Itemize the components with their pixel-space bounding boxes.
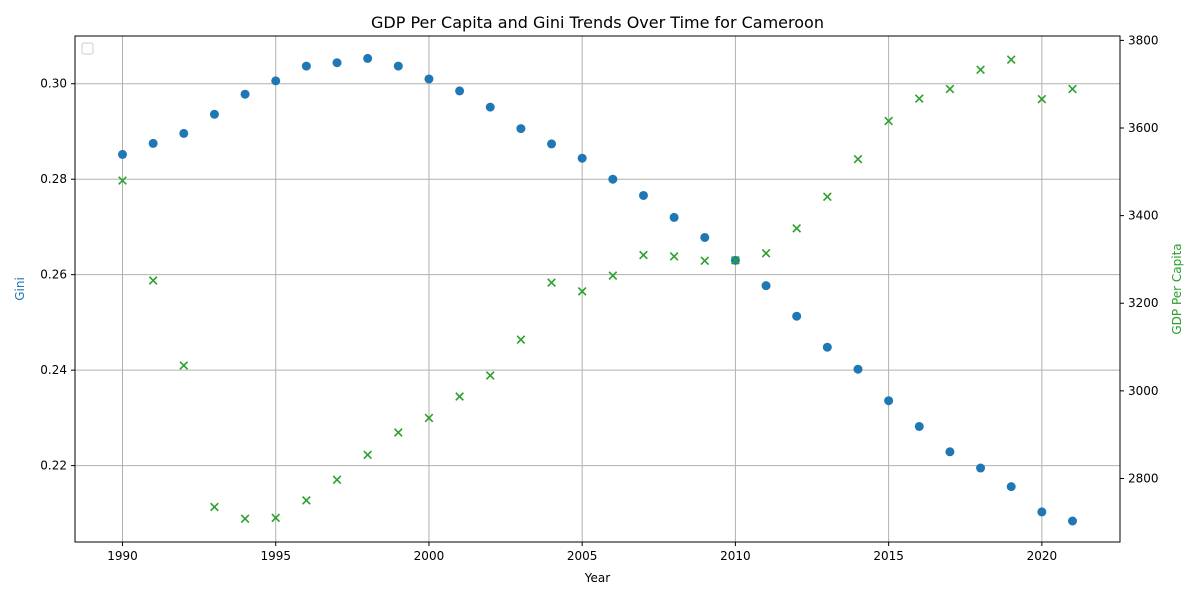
y-right-tick-label: 3800 bbox=[1128, 33, 1159, 47]
y-axis-left-label: Gini bbox=[13, 277, 27, 301]
gdp-point bbox=[853, 154, 863, 164]
gdp-point bbox=[976, 65, 985, 75]
gdp-point bbox=[914, 94, 924, 104]
gini-point bbox=[669, 212, 679, 222]
gini-point bbox=[577, 153, 587, 163]
x-tick-label: 2000 bbox=[414, 549, 445, 563]
gini-point bbox=[792, 311, 802, 321]
gini-point bbox=[976, 463, 986, 473]
gini-point bbox=[332, 58, 342, 68]
gdp-point bbox=[332, 475, 342, 485]
gini-point bbox=[271, 76, 281, 86]
y-right-tick-label: 2800 bbox=[1128, 471, 1159, 485]
y-left-tick-label: 0.26 bbox=[40, 268, 67, 282]
gdp-point bbox=[731, 255, 740, 265]
gini-point bbox=[485, 102, 495, 112]
gdp-point bbox=[792, 223, 802, 233]
y-right-tick-label: 3000 bbox=[1128, 384, 1159, 398]
y-right-tick-label: 3600 bbox=[1128, 121, 1159, 135]
y-left-tick-label: 0.28 bbox=[40, 172, 67, 186]
gini-point bbox=[822, 342, 832, 352]
gini-point bbox=[118, 149, 127, 159]
x-tick-label: 2005 bbox=[567, 549, 598, 563]
gdp-point bbox=[822, 192, 832, 202]
gdp-point bbox=[669, 251, 679, 261]
x-tick-label: 2015 bbox=[873, 549, 904, 563]
gini-point bbox=[884, 396, 894, 406]
gdp-point bbox=[639, 250, 648, 260]
gdp-point bbox=[700, 256, 710, 266]
x-tick-label: 2020 bbox=[1027, 549, 1058, 563]
gini-point bbox=[516, 124, 526, 134]
gdp-point bbox=[1068, 84, 1077, 94]
gini-point bbox=[914, 421, 924, 431]
gdp-point bbox=[118, 176, 127, 185]
y-left-tick-label: 0.24 bbox=[40, 363, 67, 377]
gdp-point bbox=[271, 513, 281, 523]
gdp-point bbox=[485, 371, 495, 380]
gdp-point bbox=[608, 271, 618, 281]
gini-point bbox=[1068, 516, 1077, 526]
x-tick-label: 1995 bbox=[260, 549, 291, 563]
plot-frame bbox=[74, 35, 1121, 543]
gdp-point bbox=[884, 116, 893, 126]
gdp-point bbox=[393, 428, 403, 437]
y-axis-right-label: GDP Per Capita bbox=[1170, 243, 1184, 334]
gini-point bbox=[1006, 482, 1016, 492]
x-axis-label: Year bbox=[584, 571, 610, 585]
y-left-tick-label: 0.30 bbox=[40, 77, 67, 91]
gdp-point bbox=[424, 413, 434, 423]
gdp-point bbox=[761, 248, 771, 258]
gini-point bbox=[547, 139, 557, 149]
gdp-point bbox=[577, 287, 587, 296]
gdp-point bbox=[148, 276, 158, 285]
legend-box bbox=[81, 42, 94, 55]
y-right-tick-label: 3400 bbox=[1128, 209, 1159, 223]
gdp-point bbox=[1037, 94, 1047, 104]
x-tick-label: 2010 bbox=[720, 549, 751, 563]
gini-point bbox=[393, 61, 403, 71]
gini-point bbox=[148, 138, 158, 148]
gini-point bbox=[424, 74, 434, 84]
gini-point bbox=[853, 364, 863, 374]
gdp-point bbox=[240, 514, 250, 524]
gdp-point bbox=[1006, 55, 1016, 65]
gini-point bbox=[209, 109, 219, 119]
gini-point bbox=[363, 53, 373, 63]
x-tick-label: 1990 bbox=[107, 549, 138, 563]
gdp-point bbox=[516, 335, 526, 344]
gdp-point bbox=[363, 450, 373, 460]
gini-point bbox=[301, 61, 311, 71]
y-left-tick-label: 0.22 bbox=[40, 459, 67, 473]
gini-point bbox=[179, 128, 189, 138]
gini-point bbox=[455, 86, 465, 96]
gini-point bbox=[700, 232, 710, 242]
gini-point bbox=[608, 174, 618, 184]
axis-ticks: 1990 1995 2000 2005 2010 2015 2020 0.22 0.24 0.26… bbox=[40, 33, 1158, 563]
gini-point bbox=[240, 89, 250, 99]
gdp-point bbox=[302, 496, 311, 505]
gdp-point bbox=[210, 502, 219, 512]
data-marks bbox=[118, 53, 1077, 526]
gdp-point bbox=[945, 84, 955, 94]
gdp-point bbox=[179, 361, 189, 370]
gini-point bbox=[761, 281, 771, 291]
y-right-tick-label: 3200 bbox=[1128, 296, 1159, 310]
gini-point bbox=[638, 190, 648, 200]
gdp-point bbox=[455, 392, 464, 401]
gdp-point bbox=[547, 278, 556, 288]
gini-point bbox=[945, 447, 955, 457]
chart-title: GDP Per Capita and Gini Trends Over Time… bbox=[371, 13, 824, 32]
gini-point bbox=[1037, 507, 1047, 517]
